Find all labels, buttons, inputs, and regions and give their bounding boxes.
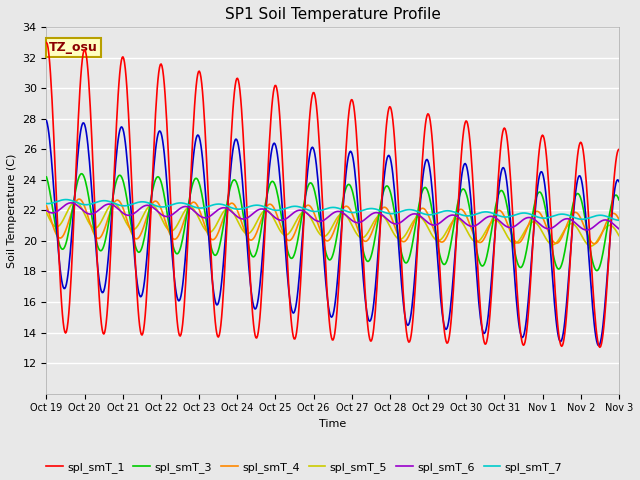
spl_smT_4: [113, 197, 120, 203]
spl_smT_1: [112, 137, 120, 143]
Line: spl_smT_3: spl_smT_3: [47, 174, 619, 271]
spl_smT_4: [591, 241, 598, 247]
spl_smT_4: [201, 223, 209, 229]
spl_smT_2: [112, 159, 120, 165]
spl_smT_3: [113, 178, 120, 183]
spl_smT_5: [53, 224, 61, 230]
Title: SP1 Soil Temperature Profile: SP1 Soil Temperature Profile: [225, 7, 440, 22]
spl_smT_6: [615, 226, 623, 232]
spl_smT_3: [403, 260, 411, 265]
spl_smT_5: [171, 226, 179, 232]
spl_smT_1: [615, 146, 623, 152]
spl_smT_7: [403, 207, 411, 213]
spl_smT_1: [596, 345, 604, 350]
Text: TZ_osu: TZ_osu: [49, 41, 98, 54]
spl_smT_6: [67, 200, 75, 206]
spl_smT_4: [403, 236, 411, 242]
spl_smT_6: [113, 204, 120, 210]
Line: spl_smT_5: spl_smT_5: [47, 202, 619, 246]
spl_smT_2: [200, 173, 208, 179]
spl_smT_7: [61, 197, 69, 203]
spl_smT_2: [419, 172, 427, 178]
spl_smT_5: [420, 218, 428, 224]
Legend: spl_smT_1, spl_smT_2, spl_smT_3, spl_smT_4, spl_smT_5, spl_smT_6, spl_smT_7: spl_smT_1, spl_smT_2, spl_smT_3, spl_smT…: [42, 458, 567, 480]
spl_smT_6: [53, 209, 61, 215]
spl_smT_4: [43, 203, 51, 209]
spl_smT_1: [43, 40, 51, 46]
spl_smT_2: [615, 179, 623, 184]
spl_smT_4: [615, 216, 623, 222]
spl_smT_2: [170, 271, 178, 276]
spl_smT_1: [53, 205, 61, 211]
spl_smT_4: [420, 206, 428, 212]
spl_smT_7: [53, 199, 61, 204]
spl_smT_6: [583, 227, 591, 233]
spl_smT_7: [615, 217, 623, 223]
spl_smT_1: [419, 147, 427, 153]
spl_smT_5: [588, 243, 595, 249]
Line: spl_smT_6: spl_smT_6: [47, 203, 619, 230]
spl_smT_6: [403, 215, 411, 220]
Line: spl_smT_4: spl_smT_4: [47, 199, 619, 244]
spl_smT_2: [53, 228, 61, 234]
spl_smT_2: [403, 320, 410, 325]
spl_smT_3: [77, 171, 85, 177]
spl_smT_3: [43, 174, 51, 180]
spl_smT_7: [113, 201, 120, 207]
spl_smT_6: [420, 216, 428, 222]
spl_smT_3: [171, 248, 179, 254]
spl_smT_5: [71, 199, 79, 204]
spl_smT_3: [53, 230, 61, 236]
spl_smT_6: [43, 208, 51, 214]
X-axis label: Time: Time: [319, 419, 346, 429]
spl_smT_7: [43, 201, 51, 206]
spl_smT_4: [76, 196, 83, 202]
spl_smT_1: [200, 111, 208, 117]
spl_smT_5: [615, 233, 623, 239]
spl_smT_5: [201, 227, 209, 232]
Line: spl_smT_1: spl_smT_1: [47, 43, 619, 348]
spl_smT_2: [43, 118, 51, 123]
spl_smT_3: [201, 209, 209, 215]
spl_smT_3: [420, 185, 428, 191]
Line: spl_smT_7: spl_smT_7: [47, 200, 619, 220]
spl_smT_1: [403, 328, 410, 334]
Y-axis label: Soil Temperature (C): Soil Temperature (C): [7, 153, 17, 268]
spl_smT_6: [171, 210, 179, 216]
spl_smT_7: [420, 211, 428, 217]
spl_smT_3: [593, 268, 600, 274]
spl_smT_4: [171, 236, 179, 242]
spl_smT_3: [615, 197, 623, 203]
Line: spl_smT_2: spl_smT_2: [47, 120, 619, 346]
spl_smT_7: [201, 204, 209, 210]
spl_smT_5: [403, 229, 411, 235]
spl_smT_4: [53, 232, 61, 238]
spl_smT_6: [201, 215, 209, 221]
spl_smT_5: [113, 202, 120, 208]
spl_smT_7: [171, 201, 179, 207]
spl_smT_5: [43, 210, 51, 216]
spl_smT_2: [595, 343, 603, 348]
spl_smT_1: [170, 269, 178, 275]
